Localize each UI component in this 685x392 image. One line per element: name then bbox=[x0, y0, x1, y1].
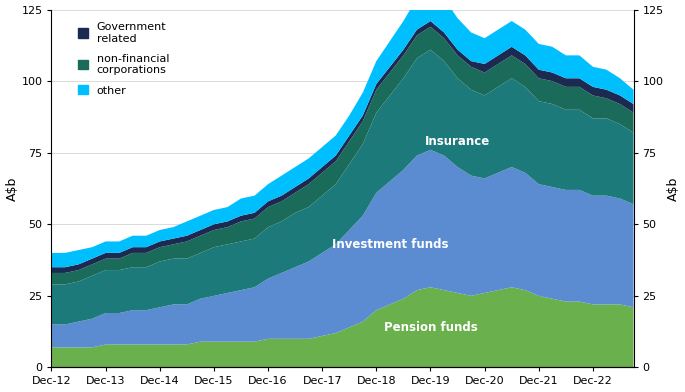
Y-axis label: A$b: A$b bbox=[5, 176, 18, 201]
Text: Pension funds: Pension funds bbox=[384, 321, 477, 334]
Text: Insurance: Insurance bbox=[425, 135, 490, 148]
Legend: Government
related, non-financial
corporations, other: Government related, non-financial corpor… bbox=[75, 19, 173, 99]
Text: Investment funds: Investment funds bbox=[332, 238, 448, 251]
Y-axis label: A$b: A$b bbox=[667, 176, 680, 201]
